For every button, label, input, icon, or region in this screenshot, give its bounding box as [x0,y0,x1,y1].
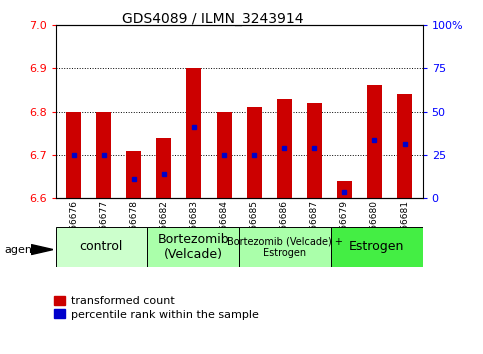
Text: Estrogen: Estrogen [349,240,404,253]
Bar [186,68,201,198]
Legend: transformed count, percentile rank within the sample: transformed count, percentile rank withi… [54,296,258,320]
Bar [66,112,81,198]
Polygon shape [31,245,53,255]
Bar [247,107,262,198]
Text: control: control [80,240,123,253]
Bar [156,138,171,198]
Bar [126,150,142,198]
Text: agent: agent [5,245,37,255]
Bar [56,227,147,267]
Bar [337,181,352,198]
Text: Bortezomib (Velcade) +
Estrogen: Bortezomib (Velcade) + Estrogen [227,236,343,258]
Text: Bortezomib
(Velcade): Bortezomib (Velcade) [157,233,229,261]
Bar [239,227,331,267]
Text: GDS4089 / ILMN_3243914: GDS4089 / ILMN_3243914 [122,12,303,27]
Bar [96,112,111,198]
Bar [147,227,239,267]
Bar [277,98,292,198]
Bar [331,227,423,267]
Bar [397,94,412,198]
Bar [307,103,322,198]
Bar [367,86,382,198]
Bar [216,112,231,198]
